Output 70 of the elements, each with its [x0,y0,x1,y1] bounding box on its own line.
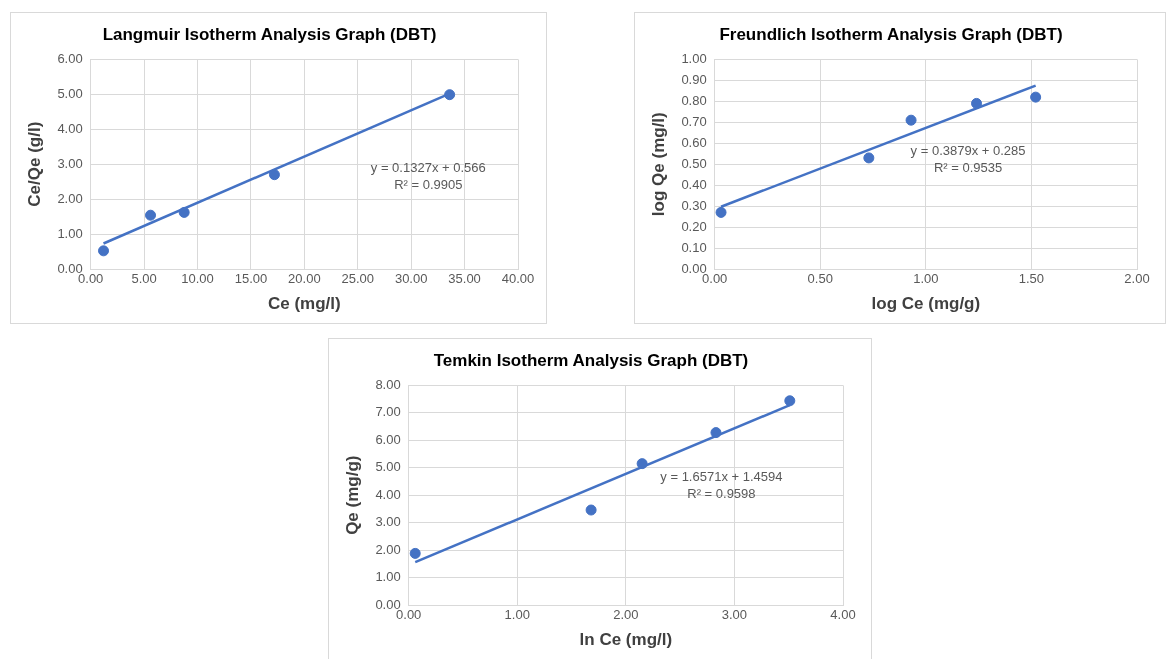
y-tick-label: 1.00 [57,225,83,241]
annotation: R² = 0.9905 [394,176,463,192]
y-tick-label: 2.00 [375,541,401,557]
point [585,504,597,516]
y-axis-title: Ce/Qe (g/l) [24,121,44,207]
y-tick-label: 6.00 [375,431,401,447]
y-tick-label: 3.00 [375,514,401,530]
x-axis-title: ln Ce (mg/l) [579,630,673,650]
y-tick-label: 0.30 [681,197,707,213]
x-tick-label: 20.00 [288,271,321,287]
y-tick-label: 6.00 [57,50,83,66]
x-tick-label: 1.00 [913,271,939,287]
annotation: y = 0.1327x + 0.566 [370,159,486,175]
point [784,395,796,407]
point [971,97,983,109]
x-tick-label: 40.00 [501,271,535,287]
point [409,547,421,559]
point [715,206,727,218]
x-tick-label: 30.00 [394,271,428,287]
y-axis-title: log Qe (mg/l) [648,112,668,217]
annotation: y = 0.3879x + 0.285 [910,143,1026,159]
x-tick-label: 4.00 [830,607,856,623]
x-tick-label: 1.00 [504,607,530,623]
x-axis-title: log Ce (mg/g) [871,294,981,314]
x-tick-label: 2.00 [613,607,639,623]
point [145,209,157,221]
x-tick-label: 25.00 [341,271,375,287]
x-tick-label: 1.50 [1018,271,1045,287]
x-tick-label: 2.00 [1124,271,1150,287]
y-tick-label: 8.00 [375,376,401,392]
y-tick-label: 0.40 [681,176,707,192]
x-tick-label: 10.00 [181,271,214,287]
y-tick-label: 7.00 [375,404,401,420]
point [444,89,456,101]
y-tick-label: 0.50 [681,155,707,171]
y-tick-label: 4.00 [57,120,83,136]
y-tick-label: 4.00 [375,486,401,502]
y-tick-label: 3.00 [57,155,83,171]
point [1030,91,1042,103]
y-tick-label: 0.80 [681,92,707,108]
x-tick-label: 5.00 [131,271,157,287]
y-tick-label: 0.10 [681,239,707,255]
annotation: R² = 0.9535 [933,160,1003,176]
y-axis-title: Qe (mg/g) [342,455,362,535]
point [178,206,190,218]
x-tick-label: 35.00 [448,271,481,287]
y-tick-label: 1.00 [681,50,707,66]
y-tick-label: 0.20 [681,218,707,234]
y-tick-label: 0.90 [681,71,707,87]
point [905,114,917,126]
x-tick-label: 0.50 [807,271,833,287]
annotation: R² = 0.9598 [687,486,756,502]
point [636,458,648,470]
x-tick-label: 3.00 [721,607,748,623]
point [863,152,875,164]
y-tick-label: 2.00 [57,190,83,206]
chart-title: Freundlich Isotherm Analysis Graph (DBT) [719,24,1063,44]
y-tick-label: 1.00 [375,569,401,585]
chart-title: Langmuir Isotherm Analysis Graph (DBT) [102,24,437,44]
x-tick-label: 15.00 [234,271,268,287]
annotation: y = 1.6571x + 1.4594 [660,469,783,485]
y-tick-label: 0.70 [681,113,707,129]
chart-title: Temkin Isotherm Analysis Graph (DBT) [433,350,749,370]
point [98,245,110,257]
x-axis-title: Ce (mg/l) [267,294,341,314]
y-tick-label: 5.00 [375,459,401,475]
point [268,169,280,181]
y-tick-label: 5.00 [57,85,83,101]
point [710,427,722,439]
y-tick-label: 0.60 [681,134,707,150]
